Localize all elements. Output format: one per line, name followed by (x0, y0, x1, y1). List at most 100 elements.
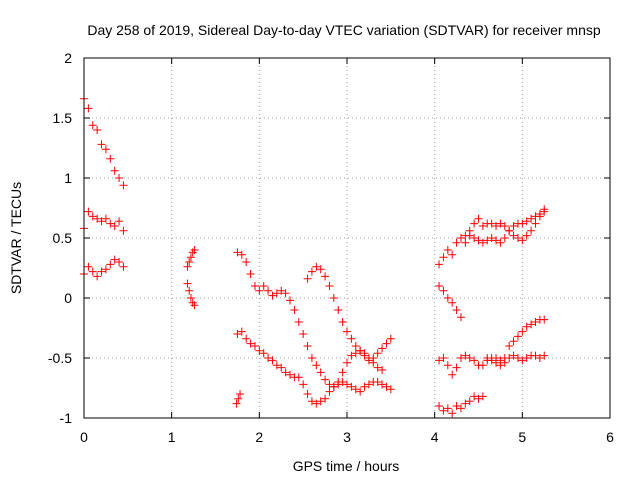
data-point (378, 366, 387, 374)
data-point (470, 392, 479, 401)
data-point (531, 219, 540, 228)
data-point (236, 390, 245, 398)
data-point (527, 226, 536, 235)
data-point (492, 222, 501, 230)
data-point (312, 361, 321, 370)
data-point (500, 222, 509, 230)
data-point (513, 354, 522, 362)
data-point (522, 217, 531, 226)
data-point (518, 219, 527, 228)
data-point (483, 236, 492, 245)
data-point (474, 214, 483, 223)
data-point (487, 219, 496, 228)
data-point (364, 380, 373, 389)
data-point (190, 301, 199, 310)
data-point (478, 392, 487, 401)
data-point (513, 332, 522, 341)
data-point (325, 282, 334, 290)
data-point (509, 231, 518, 240)
data-point (478, 361, 487, 370)
data-point (97, 267, 106, 276)
data-point (452, 363, 461, 372)
data-point (316, 397, 325, 406)
data-point (303, 342, 312, 350)
data-point (496, 361, 505, 370)
data-point (286, 296, 295, 305)
data-point (106, 219, 115, 228)
x-tick-label: 1 (168, 429, 176, 445)
data-point (500, 234, 509, 242)
data-point (307, 267, 316, 276)
data-point (281, 368, 290, 377)
data-point (312, 399, 321, 408)
data-point (456, 313, 465, 322)
data-point (531, 351, 540, 360)
data-point (277, 286, 286, 295)
data-point (307, 397, 316, 406)
data-point (343, 327, 351, 336)
data-point (360, 382, 369, 391)
data-point (356, 346, 365, 355)
data-point (382, 382, 391, 391)
data-point (465, 397, 474, 406)
data-point (272, 361, 281, 370)
data-point (443, 361, 452, 370)
data-point (527, 320, 536, 329)
data-point (518, 236, 527, 245)
data-point (435, 260, 444, 269)
data-point (540, 315, 549, 324)
data-point (294, 318, 303, 326)
y-tick-label: 0 (64, 290, 72, 306)
series-seg-1a (183, 246, 199, 271)
data-point (439, 286, 448, 295)
data-point (119, 181, 128, 190)
data-point (329, 382, 338, 391)
data-point (281, 289, 290, 298)
data-point (478, 222, 487, 230)
data-point (461, 399, 470, 408)
data-point (435, 282, 444, 290)
series-seg-0c (80, 255, 128, 281)
data-point (234, 394, 243, 403)
data-point (338, 368, 347, 377)
data-point (338, 318, 347, 326)
data-point (242, 258, 251, 266)
data-point (119, 262, 128, 271)
series-seg-2a (233, 248, 395, 396)
data-point (448, 250, 457, 259)
data-point (351, 349, 360, 358)
series-seg-4a (435, 205, 549, 269)
data-point (299, 330, 308, 338)
data-point (334, 306, 343, 314)
data-point (470, 356, 479, 365)
plot-area (80, 94, 549, 418)
data-point (448, 409, 457, 418)
data-point (531, 212, 540, 221)
data-point (115, 258, 124, 266)
data-point (347, 382, 356, 391)
data-point (452, 306, 461, 314)
data-point (88, 212, 97, 221)
data-point (452, 238, 461, 247)
data-point (93, 214, 102, 223)
series-seg-2b (233, 327, 395, 408)
data-point (531, 318, 540, 326)
data-point (509, 222, 518, 230)
data-point (518, 327, 527, 336)
data-point (343, 358, 351, 367)
data-point (259, 349, 268, 358)
data-point (88, 267, 97, 276)
data-point (343, 380, 351, 389)
data-point (286, 370, 295, 379)
data-point (518, 356, 527, 365)
data-point (522, 354, 531, 362)
y-tick-label: -1 (60, 410, 73, 426)
data-point (509, 351, 518, 360)
data-point (84, 104, 93, 113)
x-tick-label: 5 (518, 429, 526, 445)
data-point (478, 238, 487, 247)
series-seg-4d (435, 351, 549, 418)
data-point (115, 174, 124, 182)
data-point (294, 373, 303, 382)
